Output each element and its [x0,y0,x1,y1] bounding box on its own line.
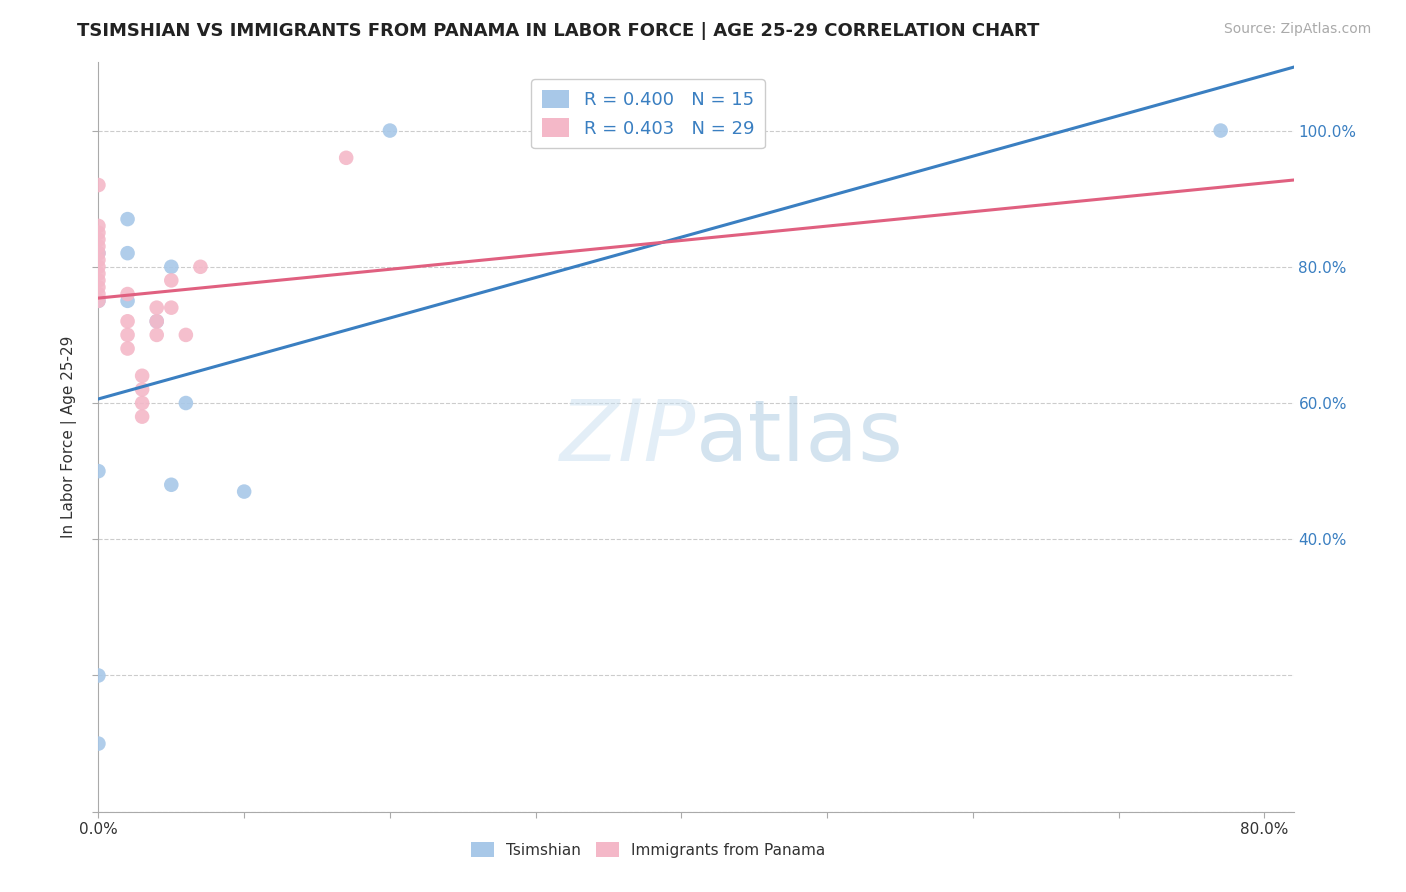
Point [87,260,110,274]
Point [87,273,110,287]
Text: atlas: atlas [696,395,904,479]
Point [87,246,110,260]
Legend: Tsimshian, Immigrants from Panama: Tsimshian, Immigrants from Panama [465,837,831,864]
Point [131,383,153,397]
Point [87,267,110,281]
Text: TSIMSHIAN VS IMMIGRANTS FROM PANAMA IN LABOR FORCE | AGE 25-29 CORRELATION CHART: TSIMSHIAN VS IMMIGRANTS FROM PANAMA IN L… [77,22,1039,40]
Point [378,123,401,137]
Point [87,293,110,308]
Y-axis label: In Labor Force | Age 25-29: In Labor Force | Age 25-29 [60,336,77,538]
Point [87,737,110,751]
Point [87,178,110,192]
Text: ZIP: ZIP [560,395,696,479]
Point [190,260,212,274]
Point [87,252,110,267]
Point [87,226,110,240]
Point [160,301,183,315]
Point [174,327,197,342]
Point [117,293,139,308]
Point [117,246,139,260]
Point [335,151,357,165]
Point [131,396,153,410]
Point [87,287,110,301]
Point [117,327,139,342]
Point [145,314,167,328]
Point [131,368,153,383]
Point [160,260,183,274]
Point [145,314,167,328]
Point [87,293,110,308]
Point [87,280,110,294]
Point [117,314,139,328]
Point [87,668,110,682]
Point [87,239,110,253]
Point [1209,123,1232,137]
Point [160,477,183,491]
Point [145,327,167,342]
Point [160,273,183,287]
Point [117,212,139,227]
Point [233,484,256,499]
Point [87,246,110,260]
Point [87,219,110,233]
Point [117,342,139,356]
Point [87,464,110,478]
Point [145,301,167,315]
Point [87,233,110,247]
Point [131,409,153,424]
Point [174,396,197,410]
Point [117,287,139,301]
Text: Source: ZipAtlas.com: Source: ZipAtlas.com [1223,22,1371,37]
